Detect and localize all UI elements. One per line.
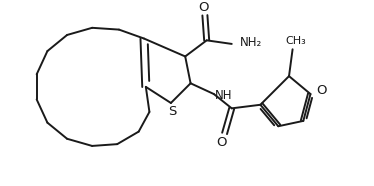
Text: NH₂: NH₂	[240, 36, 263, 49]
Text: O: O	[216, 136, 226, 149]
Text: O: O	[198, 1, 208, 14]
Text: CH₃: CH₃	[286, 36, 307, 46]
Text: NH: NH	[215, 89, 233, 102]
Text: S: S	[169, 105, 177, 118]
Text: O: O	[317, 84, 327, 97]
